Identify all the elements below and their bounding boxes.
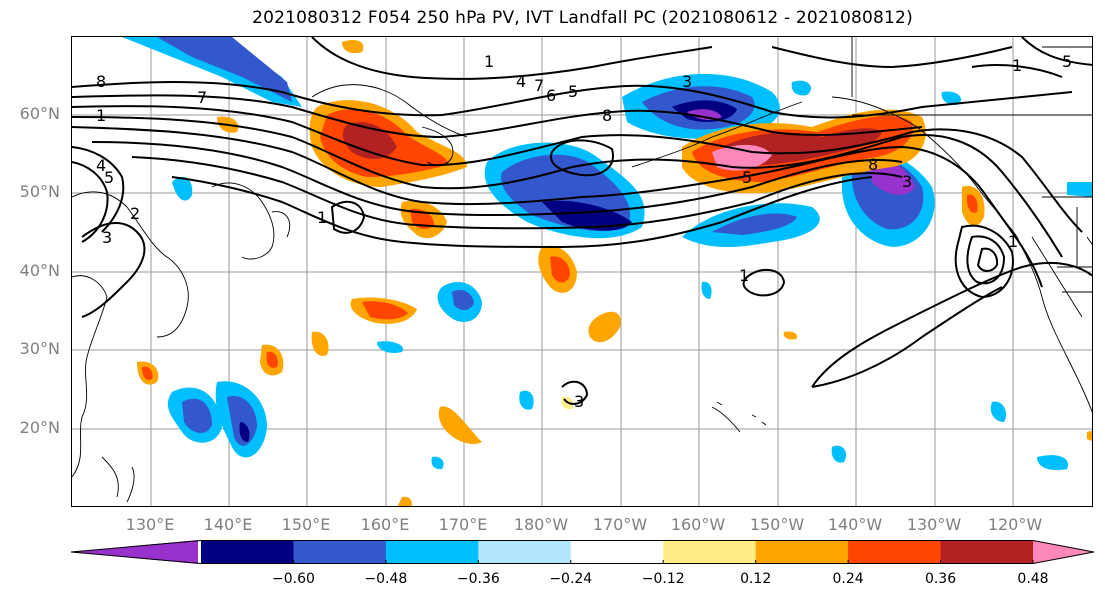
lon-label: 130°W <box>906 515 962 534</box>
contour-label: 7 <box>534 76 544 95</box>
colorbar <box>70 540 1095 564</box>
lon-label: 180°W <box>513 515 569 534</box>
contour-label: 5 <box>742 168 752 187</box>
colorbar-segment <box>755 540 849 564</box>
contour-label: 1 <box>96 106 106 125</box>
graticule <box>72 37 1092 506</box>
lat-label: 40°N <box>19 261 60 280</box>
lon-label: 120°W <box>987 515 1043 534</box>
map-panel: 8 7 1 4 5 3 2 1 1 4 7 6 5 8 3 5 1 8 3 1 … <box>71 36 1093 507</box>
colorbar-segment <box>293 540 387 564</box>
contour-label: 1 <box>739 266 749 285</box>
colorbar-tick-label: 0.60 <box>1090 571 1105 587</box>
lat-label: 60°N <box>19 104 60 123</box>
contour-label: 7 <box>197 88 207 107</box>
contour-label: 2 <box>130 204 140 223</box>
colorbar-tick-label: −0.48 <box>364 571 408 587</box>
colorbar-tick-label: −0.36 <box>456 571 500 587</box>
contour-label: 1 <box>1012 56 1022 75</box>
contour-label: 8 <box>96 72 106 91</box>
contour-label: 8 <box>602 106 612 125</box>
colorbar-segment <box>570 540 664 564</box>
lon-label: 130°E <box>125 515 175 534</box>
lat-label: 50°N <box>19 182 60 201</box>
contour-labels: 8 7 1 4 5 3 2 1 1 4 7 6 5 8 3 5 1 8 3 1 … <box>96 52 1072 411</box>
lon-label: 170°E <box>438 515 488 534</box>
contour-label: 3 <box>102 228 112 247</box>
lon-label: 160°E <box>360 515 410 534</box>
contour-label: 1 <box>484 52 494 71</box>
contour-label: 4 <box>516 72 526 91</box>
lat-label: 20°N <box>19 418 60 437</box>
contour-label: 3 <box>574 392 584 411</box>
contour-label: 3 <box>902 172 912 191</box>
positive-anomaly-patches <box>137 40 1092 506</box>
contour-label: 6 <box>546 86 556 105</box>
contour-label: 5 <box>104 168 114 187</box>
contour-label: 5 <box>1062 52 1072 71</box>
contour-label: 5 <box>568 82 578 101</box>
colorbar-tick-label: −0.24 <box>549 571 593 587</box>
map-canvas: 8 7 1 4 5 3 2 1 1 4 7 6 5 8 3 5 1 8 3 1 … <box>72 37 1092 506</box>
colorbar-segment <box>478 540 572 564</box>
colorbar-segments <box>70 540 1095 564</box>
colorbar-tick-label: 0.24 <box>832 571 864 587</box>
colorbar-tick-label: 0.36 <box>924 571 957 587</box>
colorbar-segment <box>385 540 479 564</box>
contour-label: 1 <box>317 208 327 227</box>
colorbar-segment <box>201 540 294 564</box>
colorbar-tick-label: 0.48 <box>1017 571 1049 587</box>
colorbar-tick-label: −0.12 <box>641 571 685 587</box>
contour-label: 8 <box>868 155 878 174</box>
colorbar-outline <box>70 540 1095 564</box>
lon-label: 140°E <box>203 515 253 534</box>
contour-label: 4 <box>96 156 106 175</box>
colorbar-tick-label: −0.60 <box>271 571 315 587</box>
lon-label: 140°W <box>827 515 883 534</box>
lat-label: 30°N <box>19 339 60 358</box>
contour-label: 1 <box>1008 232 1018 251</box>
colorbar-segment <box>848 540 942 564</box>
lon-label: 160°W <box>670 515 726 534</box>
map-title: 2021080312 F054 250 hPa PV, IVT Landfall… <box>252 8 913 28</box>
ivt-contours <box>72 37 1092 405</box>
colorbar-segment <box>1033 540 1094 564</box>
lon-label: 150°W <box>749 515 805 534</box>
lon-label: 170°W <box>592 515 648 534</box>
colorbar-tick-label: 0.12 <box>740 571 772 587</box>
colorbar-segment <box>70 540 198 564</box>
lon-label: 150°E <box>281 515 331 534</box>
colorbar-segment <box>940 540 1034 564</box>
colorbar-segment <box>663 540 757 564</box>
contour-label: 3 <box>682 72 692 91</box>
